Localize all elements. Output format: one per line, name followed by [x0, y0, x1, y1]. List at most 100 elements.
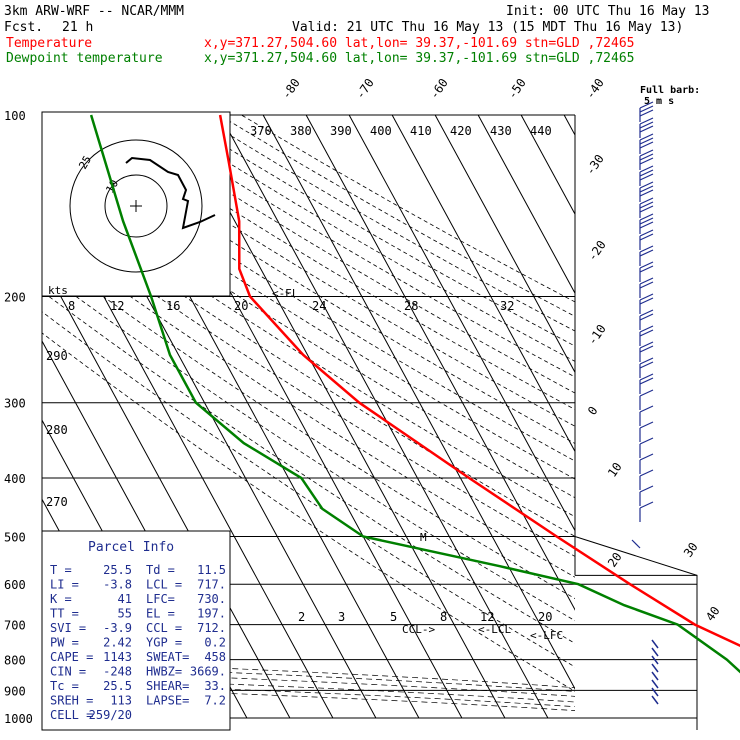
profiles: [89, 114, 740, 674]
wind-barb-flag: [639, 345, 654, 353]
parcel-info-value: 7.2: [204, 694, 226, 708]
mixing-ratio-line: [718, 584, 740, 718]
wind-barb-low: [651, 639, 659, 649]
parcel-info-value: 197.: [197, 607, 226, 621]
temperature-right-label: 20: [605, 550, 625, 570]
pressure-label: 600: [4, 578, 26, 592]
legend-dewpoint: Dewpoint temperature: [6, 51, 163, 66]
isotherm: [391, 114, 575, 453]
parcel-info-value: 458: [204, 650, 226, 664]
mixing-ratio-label: 20: [234, 299, 248, 313]
pressure-label: 1000: [4, 712, 33, 726]
lfc-marker: <-LFC: [530, 629, 563, 642]
wind-barb-flag: [639, 421, 654, 429]
wind-barb-flag: [639, 261, 654, 269]
wind-barb-flag: [639, 277, 654, 285]
wind-barb-flag: [639, 217, 654, 225]
parcel-info-value: -3.9: [103, 621, 132, 635]
parcel-info-value: CAPE =: [50, 650, 93, 664]
dry-adiabat: [42, 311, 575, 668]
wind-barb-flag: [639, 309, 654, 317]
theta-label: 430: [490, 124, 512, 138]
wind-barb-flag: [639, 133, 654, 141]
wind-barb-flag: [639, 297, 654, 305]
wind-barb-flag: [639, 125, 654, 133]
wind-barb-flag: [639, 405, 654, 413]
profile-dewpoint-temperature: [89, 114, 740, 674]
el-marker: <-EL: [272, 287, 299, 300]
isotherm: [607, 115, 740, 718]
parcel-info-value: SREH =: [50, 694, 93, 708]
wind-barb-low: [651, 663, 659, 673]
parcel-info-value: SVI =: [50, 621, 86, 635]
dry-adiabat: [42, 290, 575, 644]
isotherm: [434, 114, 575, 374]
forecast-label: Fcst.: [4, 20, 43, 35]
parcel-info-value: 113: [110, 694, 132, 708]
wind-barb-flag: [639, 149, 654, 157]
mixing-ratio-label: 8: [440, 610, 447, 624]
isotherm: [262, 114, 575, 690]
wind-barb-low: [651, 687, 659, 697]
temperature-top-label: -50: [505, 76, 529, 102]
parcel-info-value: 11.5: [197, 563, 226, 577]
parcel-info-value: 25.5: [103, 563, 132, 577]
legend-dewpoint-info: x,y=371.27,504.60 lat,lon= 39.37,-101.69…: [204, 51, 634, 66]
mixing-ratio-label: 24: [312, 299, 326, 313]
wind-barb-flag: [639, 373, 654, 381]
wind-barb-flag: [639, 197, 654, 205]
pressure-label: 900: [4, 684, 26, 698]
temperature-top-label: -40: [583, 76, 607, 102]
wind-barb-low: [651, 671, 659, 681]
wind-barb-flag: [639, 141, 654, 149]
temperature-right-label: -30: [583, 152, 607, 178]
temperature-right-label: 0: [585, 404, 601, 418]
wind-barb-flag: [639, 329, 654, 337]
parcel-info-panel: Parcel Info T = 25.5 Td = 11.5 LI = -3.8 LCL =…: [41, 530, 231, 731]
theta-label: 400: [370, 124, 392, 138]
wind-barb-flag: [639, 469, 654, 477]
dry-adiabat: [174, 114, 575, 347]
wind-barb-flag: [639, 153, 654, 161]
wind-barb-low: [651, 679, 659, 689]
temperature-right-label: 10: [605, 460, 625, 480]
theta-label: 410: [410, 124, 432, 138]
isotherm: [563, 114, 575, 137]
dry-adiabat: [42, 214, 575, 557]
pressure-label: 800: [4, 654, 26, 668]
mixing-ratio-label: 16: [166, 299, 180, 313]
full-barb-note: Full barb:: [640, 85, 700, 96]
parcel-info-value: SHEAR=: [146, 679, 189, 693]
theta-labels: 370 380 390 400 410 420 430 440 290 280 270: [46, 124, 552, 509]
parcel-info-value: T =: [50, 563, 72, 577]
mixing-ratio-line: [583, 584, 683, 718]
theta-label: 370: [250, 124, 272, 138]
wind-barb-flag: [639, 361, 654, 369]
wind-barb-low: [651, 695, 659, 705]
wind-barb-flag: [639, 185, 654, 193]
parcel-info-value: 717.: [197, 578, 226, 592]
parcel-info-value: 55: [118, 607, 132, 621]
mixing-ratio-line: [685, 584, 740, 718]
dry-adiabats: [42, 114, 575, 692]
wind-barb-low: [651, 655, 659, 665]
mixing-ratio-label: 12: [110, 299, 124, 313]
parcel-info-value: 25.5: [103, 679, 132, 693]
wind-barb-flag: [639, 189, 654, 197]
isotherm: [219, 114, 549, 719]
wind-barb-flag: [639, 201, 654, 209]
wind-barb-flag: [639, 249, 654, 257]
parcel-info-value: SWEAT=: [146, 650, 189, 664]
wind-barb-flag: [639, 105, 654, 113]
ccl-marker: CCL->: [402, 623, 435, 636]
mixing-ratio-label: 3: [338, 610, 345, 624]
parcel-info-value: 730.: [197, 592, 226, 606]
parcel-info-value: 3669.: [190, 665, 226, 679]
pressure-labels: 100 200 300 400 500 600 700 800 900 1000: [4, 109, 33, 726]
wind-barb-flag: [639, 293, 654, 301]
mixing-ratio-label: 5: [390, 610, 397, 624]
mixing-ratio-label: 8: [68, 299, 75, 313]
dry-adiabat: [42, 197, 575, 537]
parcel-info-value: 33.: [204, 679, 226, 693]
wind-barb-flag: [639, 169, 654, 177]
